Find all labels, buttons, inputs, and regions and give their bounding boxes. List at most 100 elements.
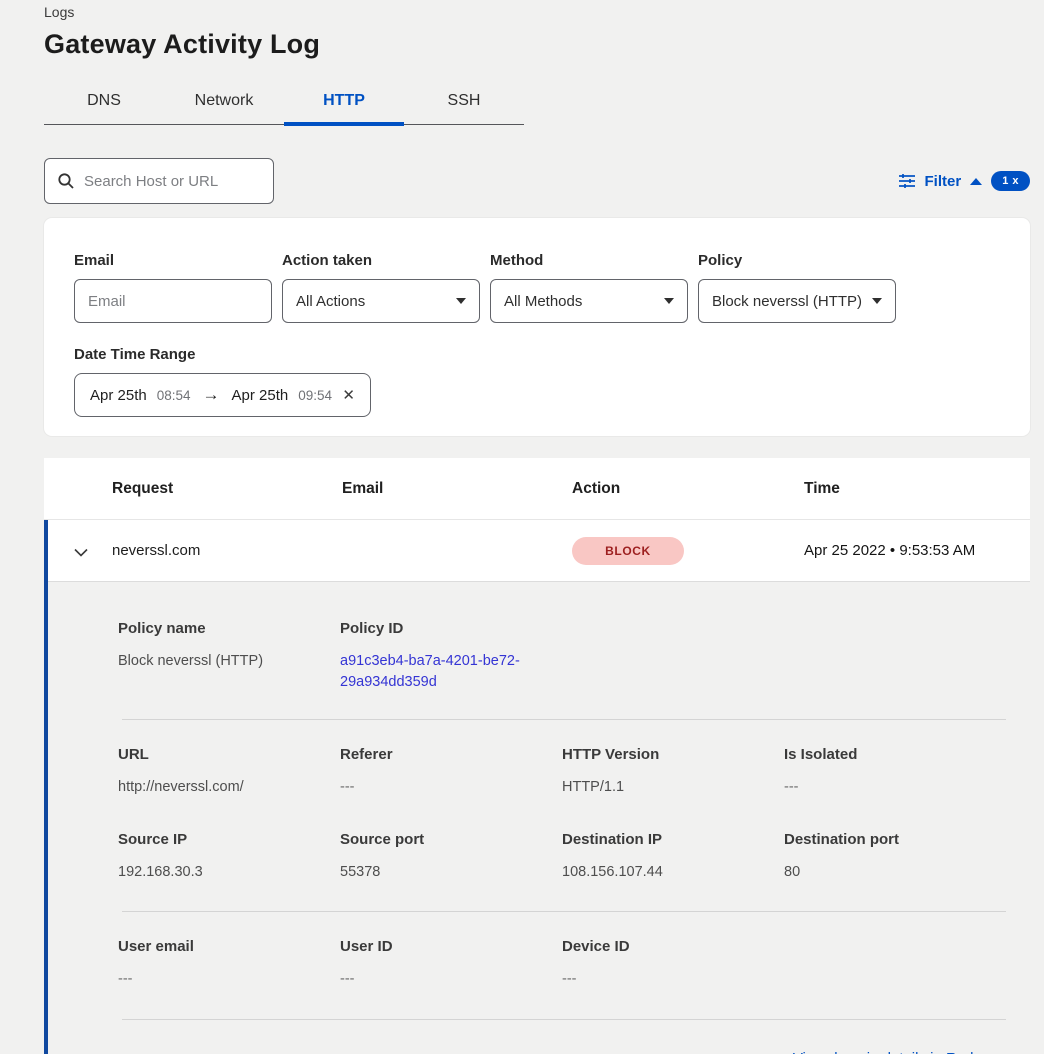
detail-is-isolated: Is Isolated --- [784, 746, 1006, 798]
policy-value: Block neverssl (HTTP) [712, 292, 863, 310]
action-taken-value: All Actions [296, 292, 366, 310]
row-request: neverssl.com [112, 542, 201, 559]
detail-url: URL http://neverssl.com/ [118, 746, 340, 798]
detail-user-id: User ID --- [340, 938, 562, 990]
close-icon[interactable]: ✕ [342, 387, 355, 404]
policy-id-label: Policy ID [340, 620, 404, 637]
email-input[interactable] [88, 292, 258, 310]
filter-sliders-icon[interactable] [898, 173, 916, 189]
detail-source-ip: Source IP 192.168.30.3 [118, 831, 340, 883]
destination-ip-label: Destination IP [562, 831, 663, 848]
http-version-value: HTTP/1.1 [562, 779, 625, 795]
date-range-picker[interactable]: Apr 25th 08:54 → Apr 25th 09:54 ✕ [74, 373, 371, 417]
table-row[interactable]: neverssl.com BLOCK Apr 25 2022 • 9:53:53… [48, 520, 1030, 581]
filter-button[interactable]: Filter [924, 172, 962, 190]
user-id-value: --- [340, 971, 355, 987]
filter-count-badge[interactable]: 1 x [991, 171, 1030, 191]
detail-destination-ip: Destination IP 108.156.107.44 [562, 831, 784, 883]
source-ip-value: 192.168.30.3 [118, 864, 203, 880]
referer-value: --- [340, 779, 355, 795]
destination-port-label: Destination port [784, 831, 899, 848]
breadcrumb[interactable]: Logs [44, 4, 75, 20]
referer-label: Referer [340, 746, 393, 763]
detail-policy-name: Policy name Block neverssl (HTTP) [118, 620, 340, 693]
policy-name-label: Policy name [118, 620, 206, 637]
end-date[interactable]: Apr 25th [231, 386, 289, 404]
search-box[interactable] [44, 158, 274, 204]
filter-field-action: Action taken All Actions [282, 252, 480, 323]
method-value: All Methods [504, 292, 583, 310]
source-port-value: 55378 [340, 864, 381, 880]
search-input[interactable] [84, 172, 244, 190]
tab-http[interactable]: HTTP [284, 82, 404, 126]
section-divider [122, 719, 1006, 720]
destination-port-value: 80 [784, 864, 801, 880]
collapse-caret-icon[interactable] [970, 177, 983, 185]
start-time[interactable]: 08:54 [156, 387, 191, 403]
action-taken-label: Action taken [282, 252, 373, 269]
http-version-label: HTTP Version [562, 746, 660, 763]
detail-destination-port: Destination port 80 [784, 831, 1006, 883]
chevron-down-icon [664, 298, 674, 304]
status-badge-block: BLOCK [572, 536, 684, 565]
detail-source-port: Source port 55378 [340, 831, 562, 883]
table-header-row: Request Email Action Time [44, 458, 1030, 520]
device-id-label: Device ID [562, 938, 630, 955]
tab-bar: DNS Network HTTP SSH [44, 82, 524, 126]
email-label: Email [74, 252, 115, 269]
chevron-down-icon [872, 298, 882, 304]
expanded-row-group: neverssl.com BLOCK Apr 25 2022 • 9:53:53… [44, 520, 1030, 1054]
policy-select[interactable]: Block neverssl (HTTP) [698, 279, 896, 323]
col-header-request: Request [112, 479, 174, 497]
start-date[interactable]: Apr 25th [90, 386, 147, 404]
filter-control: Filter 1 x [898, 171, 1030, 191]
source-port-label: Source port [340, 831, 425, 848]
user-email-value: --- [118, 971, 133, 987]
device-id-value: --- [562, 971, 577, 987]
tab-dns[interactable]: DNS [87, 92, 121, 109]
section-divider [122, 911, 1006, 912]
tab-network[interactable]: Network [194, 92, 254, 109]
policy-name-value: Block neverssl (HTTP) [118, 653, 264, 669]
filter-field-email: Email [74, 252, 272, 323]
filter-field-policy: Policy Block neverssl (HTTP) [698, 252, 896, 323]
user-id-label: User ID [340, 938, 393, 955]
method-select[interactable]: All Methods [490, 279, 688, 323]
user-email-label: User email [118, 938, 194, 955]
detail-http-version: HTTP Version HTTP/1.1 [562, 746, 784, 798]
policy-label: Policy [698, 252, 743, 269]
section-divider [122, 1019, 1006, 1020]
detail-policy-id: Policy ID a91c3eb4-ba7a-4201-be72-29a934… [340, 620, 562, 693]
detail-user-email: User email --- [118, 938, 340, 990]
url-value: http://neverssl.com/ [118, 779, 244, 795]
row-time: Apr 25 2022 • 9:53:53 AM [804, 542, 976, 559]
method-label: Method [490, 252, 544, 269]
policy-id-link[interactable]: a91c3eb4-ba7a-4201-be72-29a934dd359d [340, 653, 520, 690]
activity-table: Request Email Action Time neverssl.com B… [44, 458, 1030, 1054]
tab-ssh[interactable]: SSH [447, 92, 481, 109]
view-radar-link[interactable]: View domain details in Radar → [793, 1050, 1006, 1054]
filter-panel: Email Action taken All Actions Method Al… [44, 218, 1030, 436]
toolbar: Filter 1 x [44, 158, 1030, 204]
detail-device-id: Device ID --- [562, 938, 784, 990]
date-range-label: Date Time Range [74, 346, 196, 363]
filter-field-method: Method All Methods [490, 252, 688, 323]
chevron-down-icon[interactable] [74, 544, 88, 561]
col-header-email: Email [342, 479, 384, 497]
is-isolated-value: --- [784, 779, 799, 795]
destination-ip-value: 108.156.107.44 [562, 864, 663, 880]
page-title: Gateway Activity Log [44, 29, 321, 59]
search-icon [57, 172, 75, 190]
detail-referer: Referer --- [340, 746, 562, 798]
chevron-down-icon [456, 298, 466, 304]
col-header-time: Time [804, 479, 840, 497]
row-details-panel: Policy name Block neverssl (HTTP) Policy… [48, 581, 1030, 1054]
url-label: URL [118, 746, 149, 763]
col-header-action: Action [572, 479, 621, 497]
source-ip-label: Source IP [118, 831, 188, 848]
action-taken-select[interactable]: All Actions [282, 279, 480, 323]
arrow-right-icon: → [202, 385, 220, 404]
is-isolated-label: Is Isolated [784, 746, 858, 763]
end-time[interactable]: 09:54 [298, 387, 333, 403]
